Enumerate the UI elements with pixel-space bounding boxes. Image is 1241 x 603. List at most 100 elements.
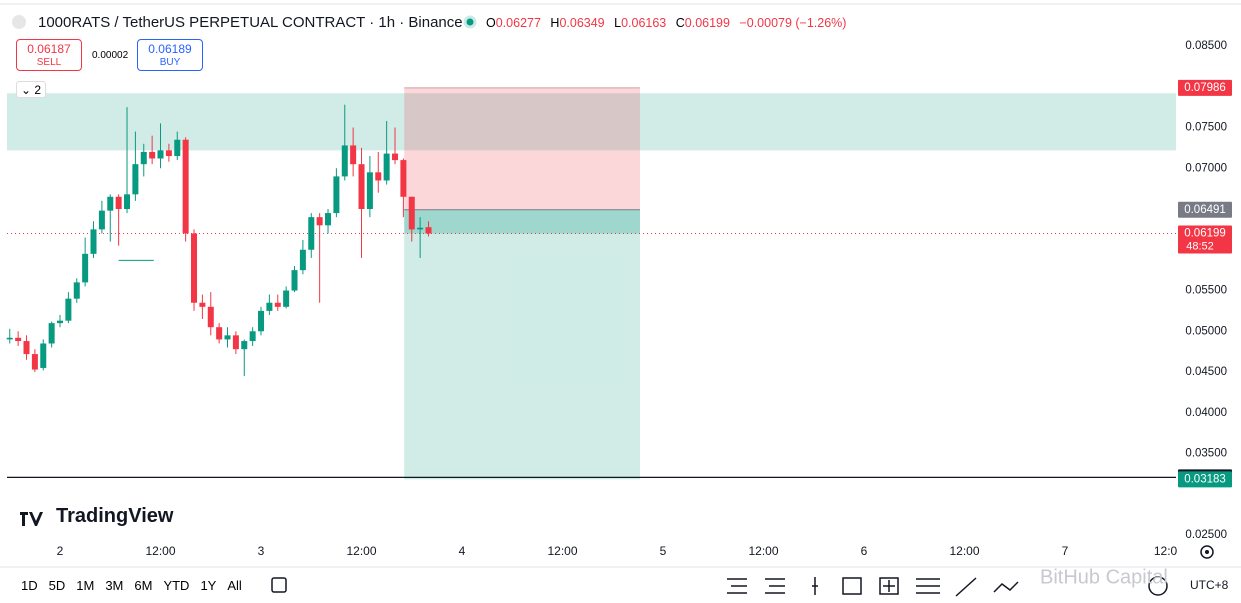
y-tick-label: 0.08500 [1185,40,1227,52]
target-area [404,209,640,480]
candle-body [82,253,89,283]
candle-body [124,194,131,210]
candle-body [249,331,256,342]
range-button[interactable]: 6M [134,578,153,593]
settings-icon [1200,545,1214,559]
candle-body [15,337,22,342]
candle-body [23,341,30,355]
drawing-tools [271,576,1168,597]
price-badge [1178,79,1232,96]
plot [6,87,1176,480]
y-tick-label: 0.05500 [1185,285,1227,297]
price-badge [1178,201,1232,218]
logo-icon [20,512,43,526]
x-tick-label: 12:00 [347,544,377,558]
candle-body [90,229,97,254]
x-tick-label: 7 [1062,544,1069,558]
watermark: BitHub Capital [1040,566,1168,588]
candle-body [98,210,105,230]
candle-body [48,323,55,344]
candle-body [182,139,189,234]
price-badge-label: 0.06199 [1184,228,1226,240]
y-tick-label: 0.04500 [1185,366,1227,378]
candle-body [216,327,223,340]
candle-body [425,227,432,234]
x-tick-label: 6 [861,544,868,558]
candle-body [149,151,156,159]
candle-body [258,310,265,332]
candle-body [6,337,13,340]
candle-body [408,196,415,230]
candle-body [199,302,206,307]
x-tick-label: 4 [459,544,466,558]
x-tick-label: 12:00 [548,544,578,558]
x-tick-label: 12:0 [1154,544,1178,558]
indicator-toggle[interactable]: ⌄ 2 [16,81,46,98]
candle-body [40,343,47,368]
candle-body [417,227,424,230]
value: 0.06163 [621,16,667,30]
candle-body [132,164,139,195]
x-tick-label: 3 [258,544,265,558]
candle-body [191,233,198,303]
range-button[interactable]: 1M [76,578,95,593]
range-button[interactable]: All [227,578,242,593]
label: SELL [36,57,62,68]
sell-button[interactable]: 0.06187 SELL [16,39,82,71]
countdown: 48:52 [1186,240,1214,252]
candle-body [157,150,164,159]
candle-body [73,282,80,299]
candle-body [174,139,181,157]
candle-body [241,341,248,350]
label: H [550,16,560,30]
x-tick-label: 2 [57,544,64,558]
status-dot [463,15,477,29]
candle-body [266,302,273,311]
y-tick-label: 0.07500 [1185,122,1227,134]
x-tick-label: 12:00 [950,544,980,558]
price: 0.06189 [148,42,192,56]
candle-body [358,164,365,210]
candle-body [308,217,315,250]
symbol-title: 1000RATS / TetherUS PERPETUAL CONTRACT ·… [38,14,463,31]
range-button[interactable]: 1D [21,578,38,593]
symbol-icon [12,15,26,29]
candle-body [274,302,281,307]
count: 2 [34,83,42,97]
price: 0.06187 [27,42,71,56]
logo: TradingView [56,505,174,527]
candle-body [400,160,407,197]
x-tick-label: 12:00 [146,544,176,558]
range-button[interactable]: YTD [163,578,190,593]
value: 0.06199 [684,16,730,30]
label: C [675,16,685,30]
range-button[interactable]: 5D [48,578,66,593]
value: 0.06277 [495,16,541,30]
value: 0.06349 [559,16,605,30]
x-tick-label: 5 [660,544,667,558]
candle-body [57,320,64,324]
candle-body [107,196,114,211]
open-pnl-area [404,209,640,234]
candle-body [165,150,172,157]
candle-body [333,176,340,214]
range-button[interactable]: 1Y [200,578,217,593]
price-badge [1178,471,1232,488]
price-badge [1178,225,1232,254]
label: L [614,16,622,30]
candle-body [366,172,373,210]
change: −0.00079 (−1.26%) [739,16,847,30]
y-tick-label: 0.03500 [1185,448,1227,460]
zone [7,93,1176,151]
candle-body [316,217,323,226]
buy-button[interactable]: 0.06189 BUY [137,39,203,71]
candle-body [392,153,399,161]
spread: 0.00002 [92,50,129,61]
y-tick-label: 0.05000 [1185,325,1227,337]
y-tick-label: 0.04000 [1185,407,1227,419]
range-button[interactable]: 3M [105,578,124,593]
candle-body [325,213,332,226]
x-tick-label: 12:00 [749,544,779,558]
candle-body [65,298,72,321]
stop-area [404,87,640,210]
